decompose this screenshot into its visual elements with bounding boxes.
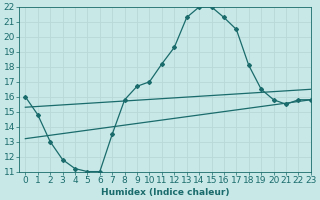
X-axis label: Humidex (Indice chaleur): Humidex (Indice chaleur) (101, 188, 229, 197)
